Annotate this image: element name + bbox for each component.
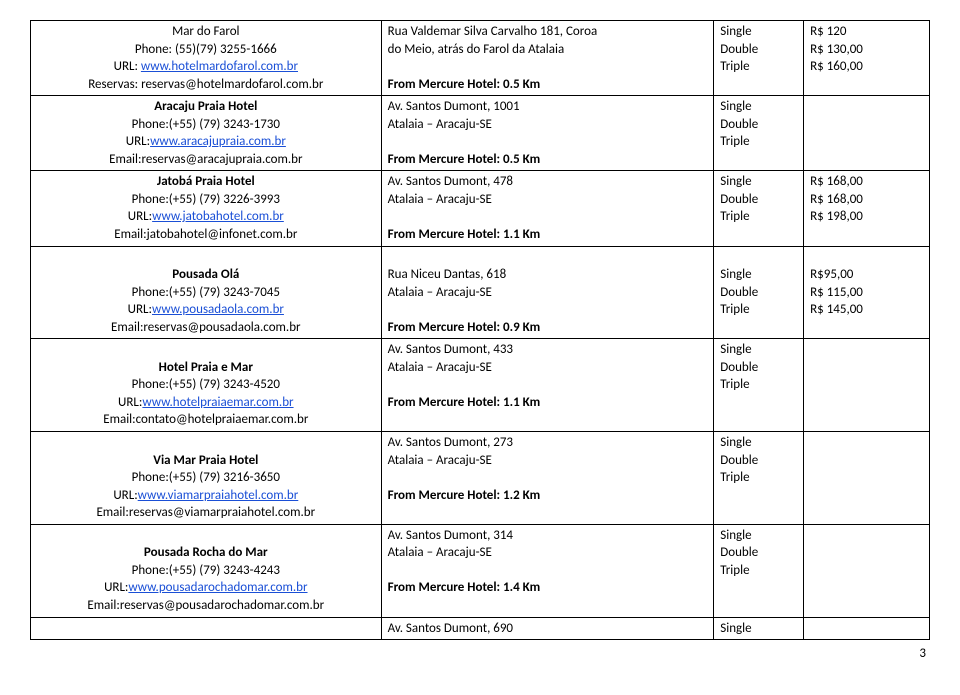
- price-cell: [804, 96, 930, 171]
- address-cell: Rua Niceu Dantas, 618Atalaia – Aracaju-S…: [381, 246, 714, 339]
- room-type-cell: SingleDoubleTriple: [714, 21, 804, 96]
- hotel-info-cell: Aracaju Praia HotelPhone:(+55) (79) 3243…: [31, 96, 382, 171]
- address-cell: Av. Santos Dumont, 1001Atalaia – Aracaju…: [381, 96, 714, 171]
- price-cell: [804, 432, 930, 525]
- table-row: Aracaju Praia HotelPhone:(+55) (79) 3243…: [31, 96, 930, 171]
- table-row: Pousada OláPhone:(+55) (79) 3243-7045URL…: [31, 246, 930, 339]
- hotel-info-cell: Hotel Praia e MarPhone:(+55) (79) 3243-4…: [31, 339, 382, 432]
- address-cell: Av. Santos Dumont, 478Atalaia – Aracaju-…: [381, 171, 714, 246]
- price-cell: R$ 168,00R$ 168,00R$ 198,00: [804, 171, 930, 246]
- hotel-info-cell: Mar do FarolPhone: (55)(79) 3255-1666URL…: [31, 21, 382, 96]
- table-row: Hotel Praia e MarPhone:(+55) (79) 3243-4…: [31, 339, 930, 432]
- room-type-cell: SingleDoubleTriple: [714, 524, 804, 617]
- hotel-info-cell: Pousada OláPhone:(+55) (79) 3243-7045URL…: [31, 246, 382, 339]
- price-cell: [804, 339, 930, 432]
- hotel-info-cell: Via Mar Praia HotelPhone:(+55) (79) 3216…: [31, 432, 382, 525]
- room-type-cell: SingleDoubleTriple: [714, 171, 804, 246]
- price-cell: R$95,00R$ 115,00R$ 145,00: [804, 246, 930, 339]
- table-row: Mar do FarolPhone: (55)(79) 3255-1666URL…: [31, 21, 930, 96]
- table-row: Pousada Rocha do MarPhone:(+55) (79) 324…: [31, 524, 930, 617]
- room-type-cell: Single: [714, 617, 804, 640]
- room-type-cell: SingleDoubleTriple: [714, 96, 804, 171]
- price-cell: [804, 617, 930, 640]
- hotel-table: Mar do FarolPhone: (55)(79) 3255-1666URL…: [30, 20, 930, 640]
- address-cell: Rua Valdemar Silva Carvalho 181, Coroado…: [381, 21, 714, 96]
- hotel-info-cell: Pousada Rocha do MarPhone:(+55) (79) 324…: [31, 524, 382, 617]
- address-cell: Av. Santos Dumont, 273Atalaia – Aracaju-…: [381, 432, 714, 525]
- table-row: Jatobá Praia HotelPhone:(+55) (79) 3226-…: [31, 171, 930, 246]
- room-type-cell: SingleDoubleTriple: [714, 339, 804, 432]
- room-type-cell: SingleDoubleTriple: [714, 432, 804, 525]
- table-row: Via Mar Praia HotelPhone:(+55) (79) 3216…: [31, 432, 930, 525]
- room-type-cell: SingleDoubleTriple: [714, 246, 804, 339]
- price-cell: [804, 524, 930, 617]
- price-cell: R$ 120R$ 130,00R$ 160,00: [804, 21, 930, 96]
- address-cell: Av. Santos Dumont, 314Atalaia – Aracaju-…: [381, 524, 714, 617]
- table-row: Av. Santos Dumont, 690Single: [31, 617, 930, 640]
- hotel-info-cell: [31, 617, 382, 640]
- address-cell: Av. Santos Dumont, 690: [381, 617, 714, 640]
- hotel-info-cell: Jatobá Praia HotelPhone:(+55) (79) 3226-…: [31, 171, 382, 246]
- page-number: 3: [30, 646, 930, 661]
- address-cell: Av. Santos Dumont, 433Atalaia – Aracaju-…: [381, 339, 714, 432]
